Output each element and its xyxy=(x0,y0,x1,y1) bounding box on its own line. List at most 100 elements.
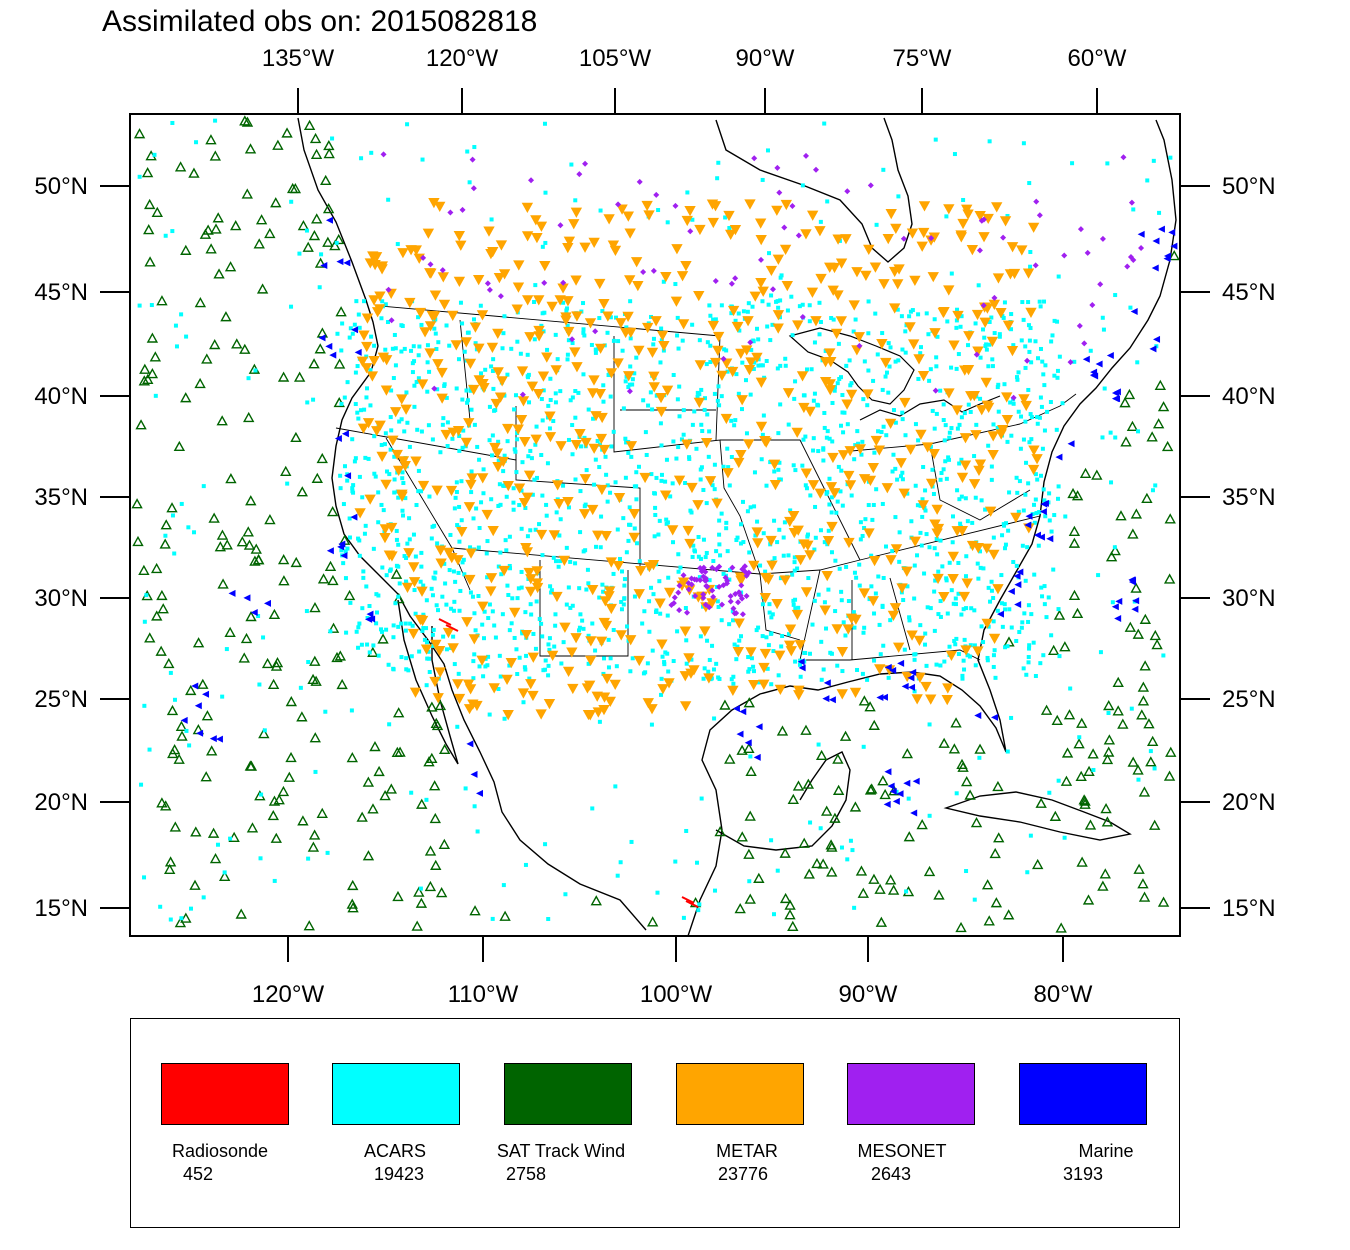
mesonet-marker xyxy=(388,317,395,324)
acars-marker xyxy=(595,438,600,443)
acars-marker xyxy=(1020,300,1025,305)
marine-marker xyxy=(908,683,916,691)
acars-marker xyxy=(941,402,946,407)
acars-marker xyxy=(601,383,606,388)
metar-marker xyxy=(387,435,399,446)
sat-track-wind-marker xyxy=(855,865,868,876)
sat-track-wind-marker xyxy=(923,865,936,877)
acars-marker xyxy=(1113,435,1118,440)
marine-marker xyxy=(889,787,897,795)
acars-marker xyxy=(986,364,991,369)
acars-marker xyxy=(941,467,946,472)
acars-marker xyxy=(869,553,874,558)
acars-marker xyxy=(1007,490,1012,495)
metar-marker xyxy=(532,389,545,400)
marine-marker xyxy=(798,664,806,672)
acars-marker xyxy=(989,477,994,482)
acars-marker xyxy=(750,304,755,309)
metar-marker xyxy=(911,694,923,705)
metar-marker xyxy=(447,643,459,654)
sat-track-wind-marker xyxy=(245,495,257,506)
acars-marker xyxy=(1014,563,1019,568)
acars-marker xyxy=(897,559,902,564)
metar-marker xyxy=(544,411,556,422)
acars-marker xyxy=(737,328,742,333)
acars-marker xyxy=(537,616,542,621)
acars-marker xyxy=(163,533,168,538)
acars-marker xyxy=(1129,706,1134,711)
left-lat-label: 25°N xyxy=(34,686,88,713)
sat-track-wind-marker xyxy=(156,295,168,306)
acars-marker xyxy=(673,282,678,287)
acars-marker xyxy=(454,386,459,391)
sat-track-wind-marker xyxy=(160,519,172,530)
metar-marker xyxy=(410,456,422,467)
metar-marker xyxy=(541,352,553,363)
acars-marker xyxy=(345,478,350,483)
mesonet-marker xyxy=(676,582,683,589)
sat-track-wind-marker xyxy=(784,909,796,920)
sat-track-wind-marker xyxy=(1127,528,1139,539)
acars-marker xyxy=(1100,435,1105,440)
acars-marker xyxy=(747,550,752,555)
sat-track-wind-marker xyxy=(296,486,309,497)
sat-track-wind-marker xyxy=(156,797,168,808)
acars-marker xyxy=(334,240,339,245)
acars-marker xyxy=(746,655,751,660)
acars-marker xyxy=(769,838,774,843)
mesonet-marker xyxy=(576,171,583,178)
legend-count: 3193 xyxy=(1063,1164,1104,1184)
sat-track-wind-marker xyxy=(779,847,791,858)
sat-track-wind-marker xyxy=(1099,868,1111,879)
acars-marker xyxy=(449,606,454,611)
acars-marker xyxy=(598,545,603,550)
acars-marker xyxy=(385,469,390,474)
acars-marker xyxy=(445,443,450,448)
metar-marker xyxy=(870,435,882,447)
acars-marker xyxy=(399,349,404,354)
metar-marker xyxy=(612,358,624,369)
acars-marker xyxy=(728,568,733,573)
metar-marker xyxy=(676,271,689,282)
acars-marker xyxy=(476,545,481,550)
acars-marker xyxy=(1029,437,1034,442)
metar-marker xyxy=(485,248,497,260)
acars-marker xyxy=(471,676,476,681)
metar-marker xyxy=(558,555,571,566)
acars-marker xyxy=(461,557,466,562)
acars-marker xyxy=(765,324,770,329)
metar-marker xyxy=(562,243,574,254)
acars-marker xyxy=(620,569,625,574)
metar-marker xyxy=(476,655,488,666)
acars-marker xyxy=(861,630,866,635)
sat-track-wind-marker xyxy=(238,652,250,663)
acars-marker xyxy=(1038,304,1043,309)
acars-marker xyxy=(402,429,407,434)
acars-marker xyxy=(328,629,333,634)
sat-track-wind-marker xyxy=(744,810,756,821)
acars-marker xyxy=(543,667,548,672)
metar-marker xyxy=(906,630,918,641)
sat-track-wind-marker xyxy=(1076,856,1088,867)
marine-marker xyxy=(1137,230,1145,238)
metar-marker xyxy=(495,240,508,251)
acars-marker xyxy=(517,503,522,508)
metar-marker xyxy=(661,385,674,396)
acars-marker xyxy=(601,589,606,594)
acars-marker xyxy=(833,609,838,614)
metar-marker xyxy=(774,650,786,661)
acars-marker xyxy=(471,659,476,664)
metar-marker xyxy=(467,699,479,710)
acars-marker xyxy=(397,581,402,586)
acars-marker xyxy=(1032,502,1037,507)
acars-marker xyxy=(451,634,456,639)
acars-marker xyxy=(1106,711,1111,716)
sat-track-wind-marker xyxy=(1049,810,1062,821)
acars-marker xyxy=(481,636,486,641)
metar-marker xyxy=(358,330,370,341)
marine-marker xyxy=(744,739,752,747)
acars-marker xyxy=(930,467,935,472)
metar-marker xyxy=(974,459,987,470)
sat-track-wind-marker xyxy=(166,704,179,716)
acars-marker xyxy=(1042,428,1047,433)
